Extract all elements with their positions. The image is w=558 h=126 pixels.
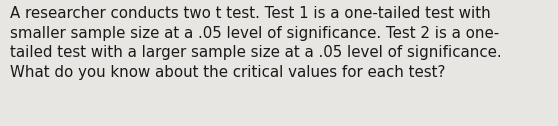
Text: A researcher conducts two t test. Test 1 is a one-tailed test with
smaller sampl: A researcher conducts two t test. Test 1… — [10, 6, 502, 80]
